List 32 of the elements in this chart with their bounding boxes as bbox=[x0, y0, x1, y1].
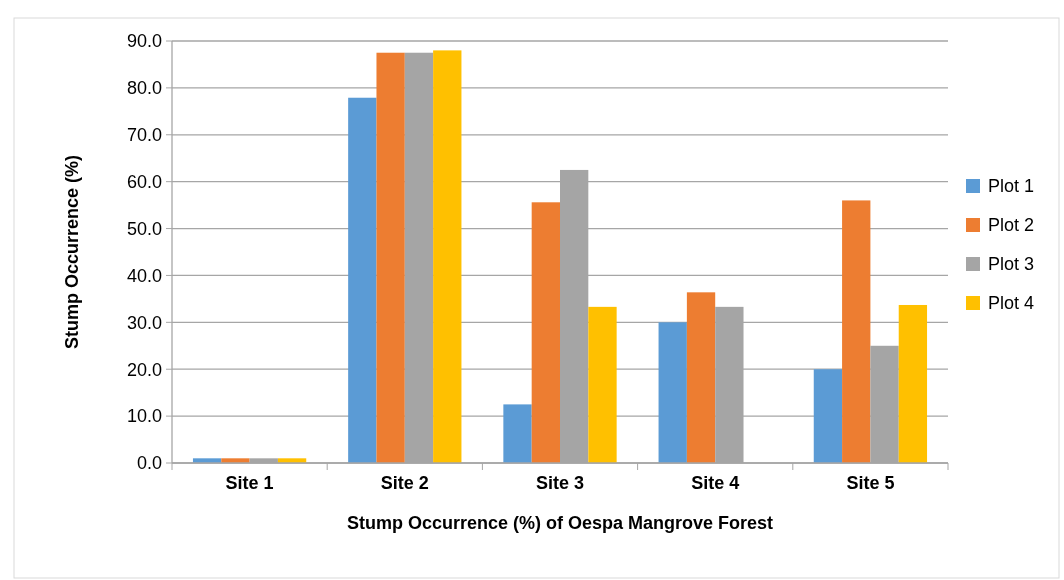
bar bbox=[503, 404, 532, 463]
y-tick-label: 40.0 bbox=[126, 265, 162, 286]
x-tick-label: Site 1 bbox=[225, 473, 274, 493]
y-tick-label: 20.0 bbox=[126, 359, 162, 380]
bar bbox=[686, 292, 716, 463]
x-tick-label: Site 3 bbox=[535, 473, 585, 493]
y-tick-label: 70.0 bbox=[126, 125, 162, 146]
bar bbox=[433, 50, 462, 463]
bar bbox=[658, 322, 687, 463]
y-tick-label: 60.0 bbox=[126, 171, 162, 192]
legend-label: Plot 2 bbox=[988, 215, 1035, 236]
bar bbox=[531, 202, 560, 463]
y-tick-label: 90.0 bbox=[126, 31, 162, 52]
y-tick-label: 50.0 bbox=[126, 218, 162, 239]
x-axis-title: Stump Occurrence (%) of Oespa Mangrove Forest bbox=[346, 513, 774, 533]
bar bbox=[348, 97, 377, 463]
legend-label: Plot 4 bbox=[988, 293, 1035, 314]
legend-label: Plot 1 bbox=[988, 176, 1035, 197]
bar bbox=[588, 306, 617, 463]
x-tick-label: Site 4 bbox=[691, 473, 740, 493]
y-tick-label: 10.0 bbox=[126, 406, 162, 427]
bar bbox=[813, 369, 843, 463]
y-axis-title: Stump Occurrence (%) bbox=[62, 154, 82, 350]
legend-label: Plot 3 bbox=[988, 254, 1035, 275]
y-tick-label: 80.0 bbox=[126, 78, 162, 99]
bar bbox=[898, 304, 928, 463]
bar bbox=[842, 200, 871, 463]
bar bbox=[376, 52, 405, 463]
y-tick-label: 0.0 bbox=[136, 453, 162, 474]
x-tick-label: Site 2 bbox=[380, 473, 429, 493]
x-tick-label: Site 5 bbox=[846, 473, 895, 493]
y-tick-label: 30.0 bbox=[126, 312, 162, 333]
